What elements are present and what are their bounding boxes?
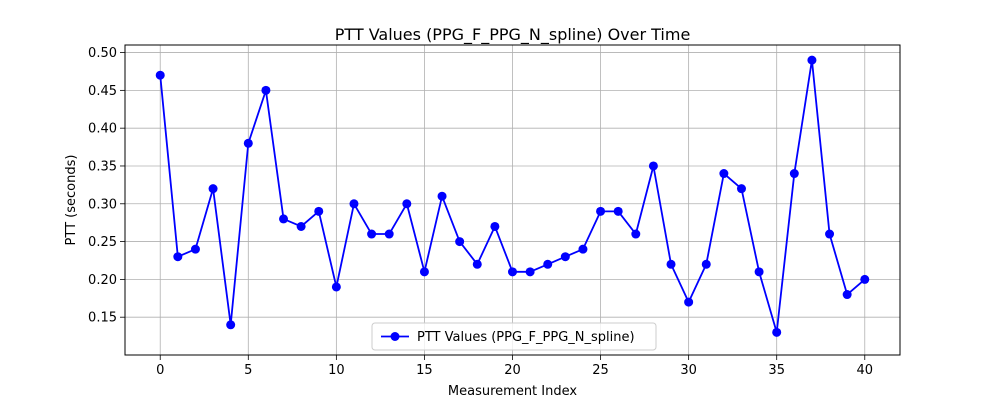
x-tick-label: 15 (416, 363, 433, 378)
data-point (472, 259, 482, 269)
axis-ticks: 0 5 10 15 20 25 30 35 40 0.15 0.20 0.25 0.30 0.35 0.40… (88, 46, 873, 378)
data-point (596, 206, 606, 216)
data-point (190, 244, 200, 254)
data-point (543, 259, 553, 269)
data-point (560, 252, 570, 262)
data-point (349, 199, 359, 209)
data-point (666, 259, 676, 269)
data-point (261, 85, 271, 95)
plot-frame (124, 44, 901, 356)
data-point (508, 267, 517, 277)
y-tick-label: 0.45 (88, 84, 117, 99)
x-tick-label: 10 (328, 363, 345, 378)
y-tick-label: 0.50 (88, 46, 117, 61)
data-point (455, 237, 465, 247)
x-tick-label: 30 (680, 363, 697, 378)
data-point (825, 229, 835, 239)
data-point (243, 138, 253, 148)
data-point (279, 214, 289, 224)
legend-label: PTT Values (PPG_F_PPG_N_spline) (417, 330, 635, 345)
data-point (648, 161, 658, 171)
x-tick-label: 20 (504, 363, 521, 378)
grid (125, 45, 900, 355)
data-point (684, 297, 694, 307)
data-point (860, 274, 870, 284)
y-tick-label: 0.25 (88, 235, 117, 250)
data-point (226, 320, 236, 330)
data-point (842, 290, 852, 300)
data-point (754, 267, 764, 277)
data-point (208, 184, 218, 194)
data-point (613, 206, 623, 216)
x-tick-label: 25 (592, 363, 609, 378)
data-point (736, 184, 746, 194)
data-point (789, 169, 799, 179)
data-point (384, 229, 394, 239)
legend-marker-swatch (390, 332, 400, 341)
data-point (419, 267, 429, 277)
legend: PTT Values (PPG_F_PPG_N_spline) (371, 322, 657, 351)
data-point (173, 252, 183, 262)
data-point (701, 259, 711, 269)
data-point (367, 229, 377, 239)
data-point (807, 55, 817, 65)
y-tick-label: 0.40 (88, 122, 117, 137)
series-layer (155, 55, 870, 337)
data-point (155, 70, 165, 80)
data-point (578, 244, 588, 254)
data-point (719, 169, 729, 179)
data-point (490, 221, 500, 231)
data-point (402, 199, 412, 209)
x-tick-label: 40 (856, 363, 873, 378)
y-tick-label: 0.35 (88, 159, 117, 174)
x-tick-label: 35 (768, 363, 785, 378)
data-point (296, 221, 306, 231)
x-axis-label: Measurement Index (448, 384, 577, 399)
data-point (525, 267, 535, 277)
y-tick-label: 0.30 (88, 197, 117, 212)
data-point (331, 282, 341, 292)
data-point (772, 327, 782, 337)
x-tick-label: 5 (244, 363, 252, 378)
data-point (314, 206, 324, 216)
chart-title: PTT Values (PPG_F_PPG_N_spline) Over Tim… (335, 25, 691, 45)
y-tick-label: 0.20 (88, 273, 117, 288)
data-point (631, 229, 641, 239)
data-point (437, 191, 447, 201)
x-tick-label: 0 (156, 363, 164, 378)
y-axis-label: PTT (seconds) (64, 155, 79, 246)
y-tick-label: 0.15 (88, 311, 117, 326)
legend-box (371, 322, 657, 351)
